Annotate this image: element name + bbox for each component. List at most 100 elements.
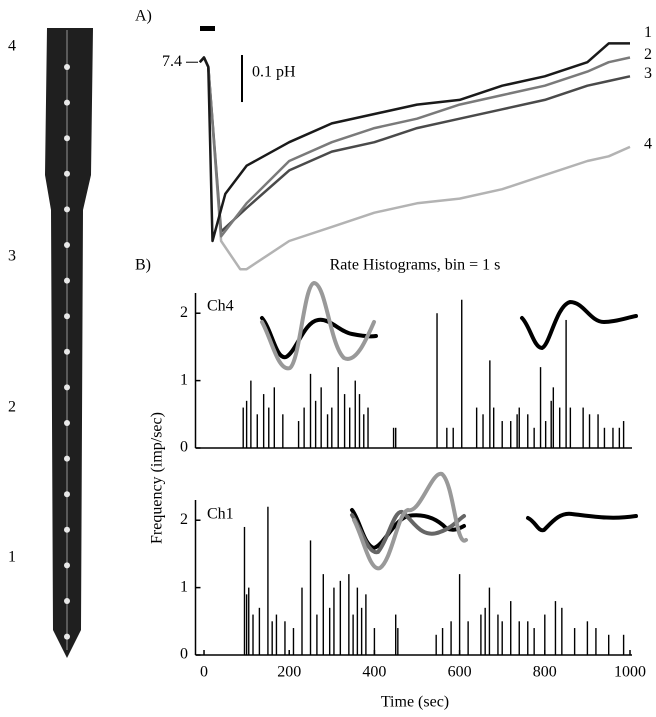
bar — [333, 587, 335, 655]
bar — [303, 407, 305, 448]
waveform — [260, 280, 376, 371]
channel-label: Ch4 — [207, 298, 234, 315]
bar — [322, 574, 324, 655]
legend-label: 2 — [644, 46, 652, 63]
bar — [554, 601, 557, 655]
x-tick-label: 600 — [448, 664, 472, 681]
bar — [458, 574, 461, 655]
bar — [484, 607, 486, 655]
bar — [622, 634, 625, 655]
bar — [461, 299, 463, 448]
x-axis-label: Time (sec) — [381, 694, 449, 711]
bar — [363, 414, 365, 448]
bar — [354, 380, 356, 448]
bar — [565, 319, 567, 448]
probe-contact — [64, 420, 70, 426]
bar — [501, 621, 503, 655]
bar — [569, 407, 572, 448]
bar — [397, 628, 399, 655]
bar — [497, 614, 499, 655]
ph-trace — [198, 56, 631, 238]
bar — [258, 607, 261, 655]
bar — [365, 594, 367, 655]
bar — [337, 367, 339, 448]
bar — [489, 360, 491, 448]
y-tick-label: 0 — [180, 439, 188, 456]
bar — [441, 628, 444, 655]
bar — [256, 414, 258, 448]
bar — [467, 621, 469, 655]
bar — [252, 614, 254, 655]
bar — [282, 414, 284, 448]
bar — [612, 427, 614, 448]
bar — [582, 407, 584, 448]
bar — [250, 380, 252, 448]
bar — [271, 621, 273, 655]
bar — [559, 407, 561, 448]
panel-label: B) — [135, 257, 151, 274]
y-tick-label: 2 — [180, 511, 188, 528]
bar — [436, 313, 438, 448]
probe-label: 2 — [8, 399, 16, 416]
waveform — [520, 299, 638, 351]
bar — [516, 414, 518, 448]
bar — [316, 614, 318, 655]
x-tick-label: 0 — [200, 664, 208, 681]
bar — [245, 400, 248, 448]
bar — [297, 421, 300, 448]
bar — [588, 414, 591, 448]
probe-shank — [45, 28, 93, 658]
bar — [527, 621, 529, 655]
probe-contact — [64, 242, 70, 248]
waveform — [350, 510, 466, 555]
bar — [268, 407, 270, 448]
scale-bar-label: 0.1 pH — [252, 64, 296, 81]
legend-label: 3 — [644, 65, 652, 82]
bar — [328, 607, 331, 655]
bar — [352, 614, 354, 655]
probe-contact — [64, 170, 70, 177]
bar — [482, 414, 484, 448]
bar — [301, 587, 303, 655]
bar — [550, 400, 552, 448]
bar — [309, 373, 312, 448]
bar — [544, 614, 546, 655]
probe-label: 4 — [8, 38, 16, 55]
bar — [242, 407, 244, 448]
legend-label: 1 — [644, 24, 652, 41]
bar — [488, 587, 491, 655]
bar — [573, 628, 576, 655]
bar — [309, 540, 312, 655]
bar — [552, 387, 555, 448]
probe-contact — [64, 99, 70, 106]
bar — [595, 628, 597, 655]
bar — [539, 367, 542, 448]
bar — [392, 427, 395, 448]
y-tick-label: 0 — [180, 646, 188, 663]
x-tick-label: 1000 — [614, 664, 646, 681]
bar — [586, 621, 589, 655]
probe-contact — [64, 277, 70, 284]
bar — [395, 614, 397, 655]
bar — [314, 400, 317, 448]
bar — [284, 621, 286, 655]
y-tick-label: 7.4 — [162, 53, 182, 70]
probe-contact — [64, 313, 70, 320]
ph-trace — [198, 42, 630, 243]
bar — [395, 427, 397, 448]
waveform — [260, 316, 378, 359]
bar — [275, 614, 278, 655]
bar — [245, 594, 248, 655]
bar — [452, 427, 454, 448]
bar — [267, 506, 269, 655]
bar — [358, 394, 361, 448]
bar — [349, 407, 351, 448]
bar — [331, 407, 333, 448]
bar — [475, 407, 478, 448]
probe-label: 1 — [8, 549, 16, 566]
bar — [435, 634, 437, 655]
probe-label: 3 — [8, 248, 16, 265]
bar — [608, 634, 610, 655]
